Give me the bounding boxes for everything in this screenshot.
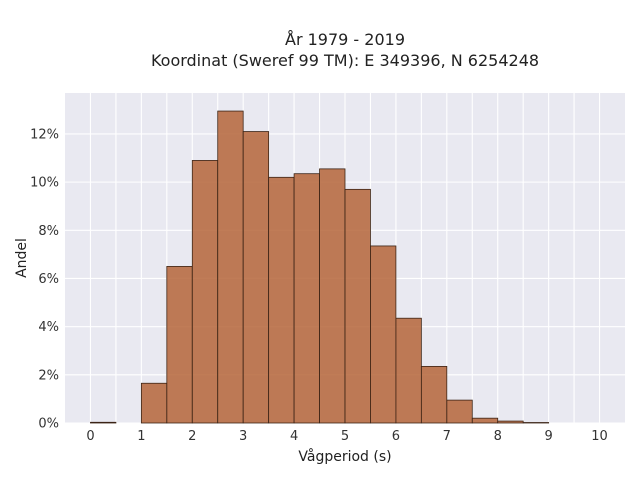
y-tick-label: 12% [30,127,59,142]
histogram-bar [191,160,219,424]
histogram-bar [395,317,422,424]
x-tick-label: 0 [86,429,94,444]
x-axis-label: Vågperiod (s) [298,448,391,465]
x-tick-label: 2 [188,429,196,444]
x-tick-label: 10 [591,429,608,444]
x-tick-label: 4 [290,429,298,444]
bar-layer [90,110,550,424]
x-tick-label: 9 [544,429,552,444]
y-tick-label: 2% [38,368,59,383]
histogram-bar [242,131,270,424]
histogram-bar [446,399,473,424]
x-tick-label: 6 [392,429,400,444]
histogram-bar [344,188,371,424]
y-tick-label: 10% [30,176,59,191]
histogram-bar [319,168,346,424]
histogram-bar [140,382,168,424]
histogram-bar [166,266,193,424]
y-tick-label: 8% [38,224,59,239]
x-tick-label: 7 [443,429,451,444]
histogram-bar [370,245,397,424]
histogram-bar [293,173,320,424]
y-axis-label: Andel [14,238,30,278]
histogram-bar [497,420,524,424]
x-tick-label: 5 [341,429,349,444]
histogram-bar [217,110,244,424]
x-tick-label: 3 [239,429,247,444]
chart-title-line-1: År 1979 - 2019 [285,30,405,49]
histogram-bar [268,176,295,424]
y-tick-label: 0% [38,417,59,432]
tick-layer: 0% 2% 4% 6% 8% 10% 12% 0 1 2 3 4 5 6 7 8 9 10 [30,127,608,444]
x-tick-label: 1 [137,429,145,444]
chart-title-line-2: Koordinat (Sweref 99 TM): E 349396, N 62… [151,51,539,70]
y-tick-label: 4% [38,320,59,335]
histogram-bar [420,365,448,424]
y-tick-label: 6% [38,272,59,287]
histogram-bar [471,417,499,424]
x-tick-label: 8 [494,429,502,444]
histogram-bar [90,421,117,424]
